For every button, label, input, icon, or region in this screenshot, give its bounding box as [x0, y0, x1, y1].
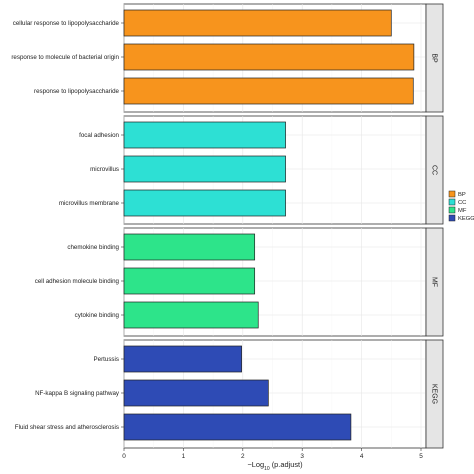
category-label: microvillus: [90, 166, 119, 173]
category-label: response to molecule of bacterial origin: [11, 54, 119, 61]
legend-label: KEGG: [458, 216, 474, 222]
panel-cc: focal adhesion microvillus microvillus mem…: [59, 115, 444, 225]
legend-label: BP: [458, 192, 466, 198]
x-axis-title-suffix: (p.adjust): [270, 460, 303, 469]
category-label: NF-kappa B signaling pathway: [35, 390, 120, 397]
bar: [123, 189, 286, 217]
category-label: cell adhesion molecule binding: [35, 278, 120, 285]
x-axis-title: −Log10 (p.adjust): [247, 460, 302, 472]
facet-strip-label: KEGG: [431, 384, 438, 404]
facet-panels: cellular response to lipopolysaccharide r…: [11, 3, 444, 449]
category-label: Fluid shear stress and atherosclerosis: [15, 424, 119, 431]
bar: [123, 379, 269, 407]
bar: [123, 121, 286, 149]
legend-label: MF: [458, 208, 467, 214]
bar: [123, 9, 392, 37]
x-axis-title-main: −Log: [247, 460, 264, 469]
legend-swatch: [448, 206, 456, 214]
bar: [123, 267, 256, 295]
facet-strip: [425, 339, 444, 449]
legend-label: CC: [458, 200, 466, 206]
facet-strip: [425, 3, 444, 113]
category-label: Pertussis: [94, 356, 119, 363]
legend-swatch: [448, 214, 456, 222]
bar: [123, 413, 352, 441]
legend: BP CC MF KEGG: [448, 190, 474, 222]
facet-strip-label: CC: [431, 165, 438, 175]
facet-strip-label: MF: [431, 277, 438, 287]
x-axis: 0 1 2 3 4 5: [122, 448, 423, 460]
bar: [123, 301, 259, 329]
facet-strip-label: BP: [431, 53, 438, 63]
category-label: focal adhesion: [79, 132, 119, 139]
bar: [123, 155, 286, 183]
legend-swatch: [448, 190, 456, 198]
x-tick-label: 1: [182, 453, 186, 460]
bar: [123, 77, 414, 105]
bar: [123, 233, 256, 261]
category-label: cytokine binding: [75, 312, 120, 319]
x-tick-label: 5: [419, 453, 423, 460]
category-label: microvillus membrane: [59, 200, 120, 207]
x-tick-label: 0: [122, 453, 126, 460]
category-label: response to lipopolysaccharide: [34, 88, 120, 95]
legend-swatch: [448, 198, 456, 206]
facet-strip: [425, 227, 444, 337]
panel-kegg: Pertussis NF-kappa B signaling pathway Flu…: [15, 339, 444, 449]
category-label: chemokine binding: [67, 244, 119, 251]
panel-bp: cellular response to lipopolysaccharide r…: [11, 3, 444, 113]
x-tick-label: 2: [241, 453, 245, 460]
x-axis-title-subscript: 10: [264, 466, 270, 472]
facet-strip: [425, 115, 444, 225]
bar: [123, 345, 242, 373]
bar: [123, 43, 415, 71]
panel-mf: chemokine binding cell adhesion molecule …: [35, 227, 444, 337]
x-tick-label: 3: [300, 453, 304, 460]
x-tick-label: 4: [360, 453, 364, 460]
category-label: cellular response to lipopolysaccharide: [13, 20, 120, 27]
